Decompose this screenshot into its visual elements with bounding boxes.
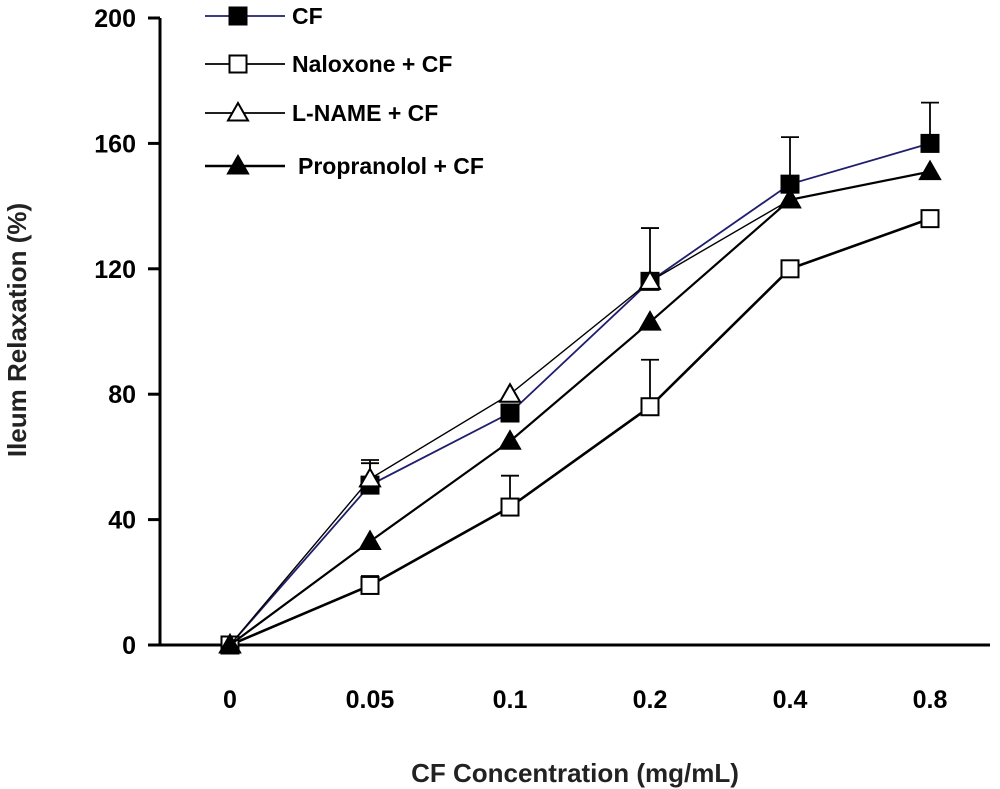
y-tick-label: 160 <box>94 130 136 158</box>
data-point <box>500 497 520 517</box>
x-tick-label: 0.2 <box>633 686 668 714</box>
y-tick-label: 200 <box>94 5 136 33</box>
legend-label: Naloxone + CF <box>292 51 452 77</box>
legend-marker <box>226 100 250 122</box>
x-tick-label: 0 <box>223 686 237 714</box>
series-line <box>229 170 931 646</box>
data-point <box>638 310 662 331</box>
data-point <box>918 159 942 181</box>
y-tick-label: 120 <box>94 256 136 284</box>
x-tick-label: 0.4 <box>773 686 808 714</box>
data-point <box>780 259 800 279</box>
data-point <box>638 269 662 290</box>
y-axis-title: Ileum Relaxation (%) <box>2 203 32 457</box>
data-point <box>640 397 660 417</box>
data-point <box>218 632 242 654</box>
series-line <box>229 217 931 647</box>
axes: 0 40 80 120 160 200 0 0.05 0.1 0.2 0.4 0.8 <box>94 5 990 714</box>
data-point <box>358 529 382 551</box>
series-propranolol-cf <box>218 159 942 654</box>
series-line <box>229 142 931 646</box>
legend-label: L-NAME + CF <box>292 100 438 126</box>
data-point <box>920 133 940 153</box>
y-ticks: 0 40 80 120 160 200 <box>94 5 160 660</box>
x-tick-label: 0.05 <box>346 686 395 714</box>
x-axis-title: CF Concentration (mg/mL) <box>411 758 739 788</box>
data-point <box>778 187 802 209</box>
legend-label: Propranolol + CF <box>298 153 484 179</box>
data-point <box>360 575 380 595</box>
x-tick-label: 0.8 <box>913 686 948 714</box>
y-tick-label: 0 <box>122 632 136 660</box>
data-point <box>358 466 382 488</box>
x-tick-label: 0.1 <box>493 686 528 714</box>
data-point <box>920 209 940 229</box>
x-ticks: 0 0.05 0.1 0.2 0.4 0.8 <box>223 686 947 714</box>
y-tick-label: 40 <box>108 507 136 535</box>
legend-marker <box>226 153 250 175</box>
series-naloxone-cf <box>220 209 940 655</box>
data-point <box>500 403 520 423</box>
data-point <box>498 429 522 450</box>
legend-marker <box>228 6 248 26</box>
legend: CF Naloxone + CF L-NAME + CF Propranolol + … <box>205 3 484 179</box>
series-layer <box>218 101 942 655</box>
legend-marker <box>228 54 248 74</box>
legend-label: CF <box>292 3 323 29</box>
data-point <box>498 382 522 403</box>
y-tick-label: 80 <box>108 381 136 409</box>
